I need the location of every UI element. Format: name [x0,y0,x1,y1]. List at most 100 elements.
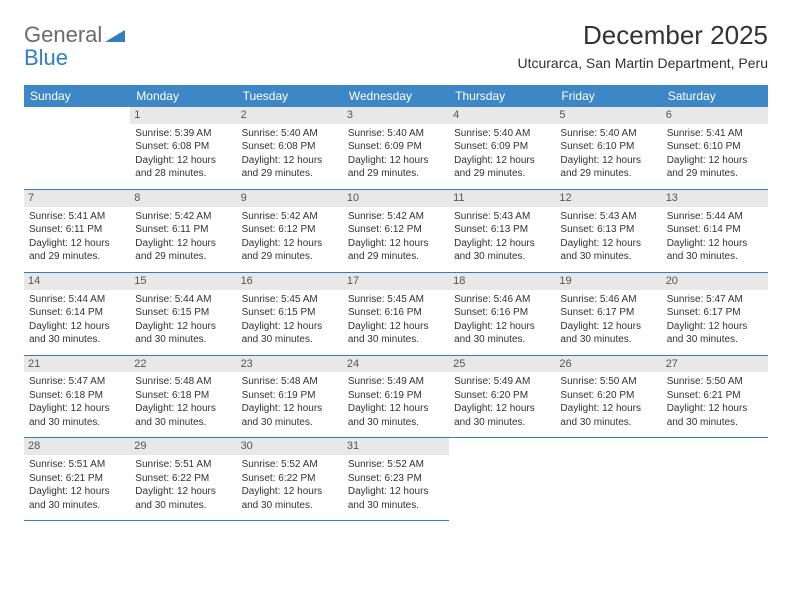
day-number: 7 [24,190,130,207]
day-info: Sunrise: 5:40 AMSunset: 6:10 PMDaylight:… [560,127,656,181]
day-number: 9 [237,190,343,207]
calendar-cell: 18Sunrise: 5:46 AMSunset: 6:16 PMDayligh… [449,272,555,355]
calendar-cell: 4Sunrise: 5:40 AMSunset: 6:09 PMDaylight… [449,107,555,189]
day-number: 14 [24,273,130,290]
day-number: 27 [662,356,768,373]
day-number: 10 [343,190,449,207]
day-info: Sunrise: 5:43 AMSunset: 6:13 PMDaylight:… [560,210,656,264]
day-info: Sunrise: 5:42 AMSunset: 6:11 PMDaylight:… [135,210,231,264]
day-number: 17 [343,273,449,290]
day-info: Sunrise: 5:43 AMSunset: 6:13 PMDaylight:… [454,210,550,264]
day-info: Sunrise: 5:47 AMSunset: 6:17 PMDaylight:… [667,293,763,347]
day-info: Sunrise: 5:52 AMSunset: 6:23 PMDaylight:… [348,458,444,512]
calendar-cell [24,107,130,189]
calendar-cell: 1 Sunrise: 5:39 AMSunset: 6:08 PMDaylight… [130,107,236,189]
weekday-header: Monday [130,85,236,107]
calendar-cell: 31Sunrise: 5:52 AMSunset: 6:23 PMDayligh… [343,438,449,521]
calendar-cell: 7 Sunrise: 5:41 AMSunset: 6:11 PMDaylight… [24,189,130,272]
day-number: 30 [237,438,343,455]
day-info: Sunrise: 5:46 AMSunset: 6:17 PMDaylight:… [560,293,656,347]
day-number: 6 [662,107,768,124]
calendar-cell: 21 Sunrise: 5:47 AMSunset: 6:18 PMDayligh… [24,355,130,438]
day-number: 19 [555,273,661,290]
logo-triangle-icon [105,22,125,48]
calendar-row: 14 Sunrise: 5:44 AMSunset: 6:14 PMDayligh… [24,272,768,355]
day-info: Sunrise: 5:40 AMSunset: 6:09 PMDaylight:… [454,127,550,181]
calendar-cell: 9 Sunrise: 5:42 AMSunset: 6:12 PMDaylight… [237,189,343,272]
calendar-cell: 30 Sunrise: 5:52 AMSunset: 6:22 PMDayligh… [237,438,343,521]
weekday-header: Sunday [24,85,130,107]
day-info: Sunrise: 5:44 AMSunset: 6:14 PMDaylight:… [29,293,125,347]
day-info: Sunrise: 5:39 AMSunset: 6:08 PMDaylight:… [135,127,231,181]
day-number: 16 [237,273,343,290]
location: Utcurarca, San Martin Department, Peru [517,55,768,71]
calendar-cell [555,438,661,521]
calendar-cell: 25Sunrise: 5:49 AMSunset: 6:20 PMDayligh… [449,355,555,438]
day-number: 24 [343,356,449,373]
calendar-cell: 20 Sunrise: 5:47 AMSunset: 6:17 PMDayligh… [662,272,768,355]
calendar-cell: 27Sunrise: 5:50 AMSunset: 6:21 PMDayligh… [662,355,768,438]
day-info: Sunrise: 5:42 AMSunset: 6:12 PMDaylight:… [242,210,338,264]
weekday-header: Tuesday [237,85,343,107]
calendar-body: 1 Sunrise: 5:39 AMSunset: 6:08 PMDaylight… [24,107,768,521]
day-number: 22 [130,356,236,373]
calendar-table: SundayMondayTuesdayWednesdayThursdayFrid… [24,85,768,521]
calendar-row: 28 Sunrise: 5:51 AMSunset: 6:21 PMDayligh… [24,438,768,521]
day-number: 23 [237,356,343,373]
day-number: 21 [24,356,130,373]
day-info: Sunrise: 5:42 AMSunset: 6:12 PMDaylight:… [348,210,444,264]
calendar-cell: 17 Sunrise: 5:45 AMSunset: 6:16 PMDayligh… [343,272,449,355]
day-info: Sunrise: 5:45 AMSunset: 6:16 PMDaylight:… [348,293,444,347]
day-number: 29 [130,438,236,455]
day-number: 8 [130,190,236,207]
day-info: Sunrise: 5:40 AMSunset: 6:09 PMDaylight:… [348,127,444,181]
calendar-cell: 2Sunrise: 5:40 AMSunset: 6:08 PMDaylight… [237,107,343,189]
day-number: 1 [130,107,236,124]
day-info: Sunrise: 5:45 AMSunset: 6:15 PMDaylight:… [242,293,338,347]
calendar-cell: 24 Sunrise: 5:49 AMSunset: 6:19 PMDayligh… [343,355,449,438]
calendar-cell: 6 Sunrise: 5:41 AMSunset: 6:10 PMDaylight… [662,107,768,189]
day-info: Sunrise: 5:44 AMSunset: 6:14 PMDaylight:… [667,210,763,264]
day-info: Sunrise: 5:48 AMSunset: 6:19 PMDaylight:… [242,375,338,429]
calendar-cell: 26Sunrise: 5:50 AMSunset: 6:20 PMDayligh… [555,355,661,438]
day-info: Sunrise: 5:51 AMSunset: 6:21 PMDaylight:… [29,458,125,512]
title-block: December 2025 Utcurarca, San Martin Depa… [517,20,768,71]
weekday-header: Friday [555,85,661,107]
calendar-row: 21 Sunrise: 5:47 AMSunset: 6:18 PMDayligh… [24,355,768,438]
day-info: Sunrise: 5:44 AMSunset: 6:15 PMDaylight:… [135,293,231,347]
day-number: 12 [555,190,661,207]
day-info: Sunrise: 5:49 AMSunset: 6:19 PMDaylight:… [348,375,444,429]
day-info: Sunrise: 5:40 AMSunset: 6:08 PMDaylight:… [242,127,338,181]
calendar-cell [662,438,768,521]
day-number: 20 [662,273,768,290]
calendar-cell: 23 Sunrise: 5:48 AMSunset: 6:19 PMDayligh… [237,355,343,438]
calendar-cell: 8 Sunrise: 5:42 AMSunset: 6:11 PMDaylight… [130,189,236,272]
calendar-cell: 11 Sunrise: 5:43 AMSunset: 6:13 PMDayligh… [449,189,555,272]
calendar-cell: 16 Sunrise: 5:45 AMSunset: 6:15 PMDayligh… [237,272,343,355]
day-number: 15 [130,273,236,290]
calendar-cell: 22 Sunrise: 5:48 AMSunset: 6:18 PMDayligh… [130,355,236,438]
day-number: 28 [24,438,130,455]
calendar-cell: 28 Sunrise: 5:51 AMSunset: 6:21 PMDayligh… [24,438,130,521]
day-info: Sunrise: 5:51 AMSunset: 6:22 PMDaylight:… [135,458,231,512]
month-title: December 2025 [517,20,768,51]
calendar-cell: 19 Sunrise: 5:46 AMSunset: 6:17 PMDayligh… [555,272,661,355]
day-number: 11 [449,190,555,207]
day-number: 3 [343,107,449,124]
calendar-cell: 14 Sunrise: 5:44 AMSunset: 6:14 PMDayligh… [24,272,130,355]
day-info: Sunrise: 5:52 AMSunset: 6:22 PMDaylight:… [242,458,338,512]
calendar-cell [449,438,555,521]
calendar-cell: 15 Sunrise: 5:44 AMSunset: 6:15 PMDayligh… [130,272,236,355]
day-number: 25 [449,356,555,373]
day-info: Sunrise: 5:48 AMSunset: 6:18 PMDaylight:… [135,375,231,429]
calendar-cell: 29 Sunrise: 5:51 AMSunset: 6:22 PMDayligh… [130,438,236,521]
day-info: Sunrise: 5:41 AMSunset: 6:10 PMDaylight:… [667,127,763,181]
weekday-header-row: SundayMondayTuesdayWednesdayThursdayFrid… [24,85,768,107]
day-info: Sunrise: 5:50 AMSunset: 6:20 PMDaylight:… [560,375,656,429]
day-info: Sunrise: 5:41 AMSunset: 6:11 PMDaylight:… [29,210,125,264]
calendar-cell: 12 Sunrise: 5:43 AMSunset: 6:13 PMDayligh… [555,189,661,272]
calendar-cell: 10 Sunrise: 5:42 AMSunset: 6:12 PMDayligh… [343,189,449,272]
day-number: 13 [662,190,768,207]
weekday-header: Thursday [449,85,555,107]
day-info: Sunrise: 5:47 AMSunset: 6:18 PMDaylight:… [29,375,125,429]
